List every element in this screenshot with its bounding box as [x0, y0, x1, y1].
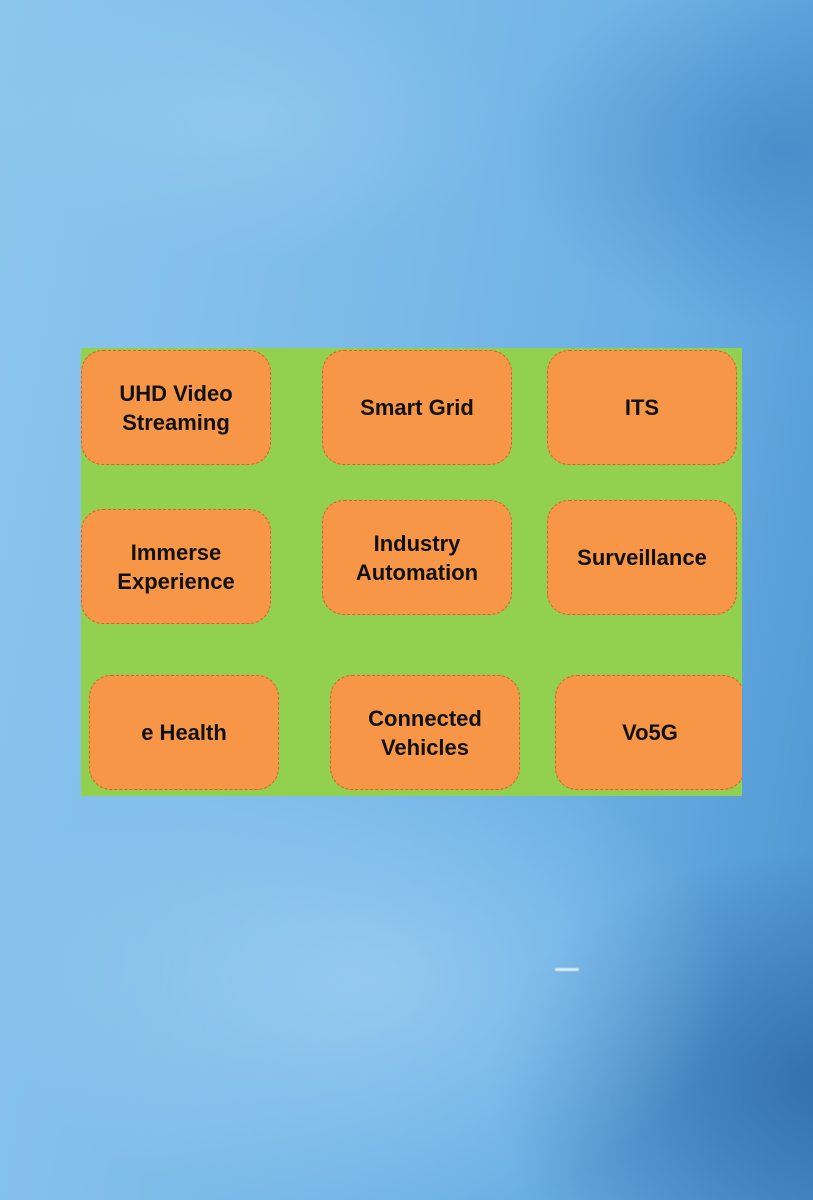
tile-label: Surveillance	[577, 545, 707, 570]
tile-industry-automation: Industry Automation	[322, 500, 512, 615]
tile-vo5g: Vo5G	[555, 675, 742, 790]
tile-label: Industry Automation	[355, 530, 479, 585]
tile-label: ITS	[624, 395, 660, 420]
tile-uhd-video-streaming: UHD Video Streaming	[81, 350, 271, 465]
tile-immerse-experience: Immerse Experience	[81, 509, 271, 624]
tile-connected-vehicles: Connected Vehicles	[330, 675, 520, 790]
tile-label: Immerse Experience	[117, 539, 235, 594]
tile-smart-grid: Smart Grid	[322, 350, 512, 465]
tile-label: Smart Grid	[360, 395, 474, 420]
tile-label: UHD Video Streaming	[119, 380, 233, 435]
tile-label: Connected Vehicles	[368, 705, 482, 760]
tile-label: e Health	[141, 720, 227, 745]
background-light-streak	[555, 968, 579, 971]
tile-e-health: e Health	[89, 675, 279, 790]
tile-its: ITS	[547, 350, 737, 465]
use-case-panel: UHD Video Streaming Smart Grid ITS Immer…	[81, 348, 742, 796]
tile-label: Vo5G	[622, 720, 678, 745]
tile-surveillance: Surveillance	[547, 500, 737, 615]
